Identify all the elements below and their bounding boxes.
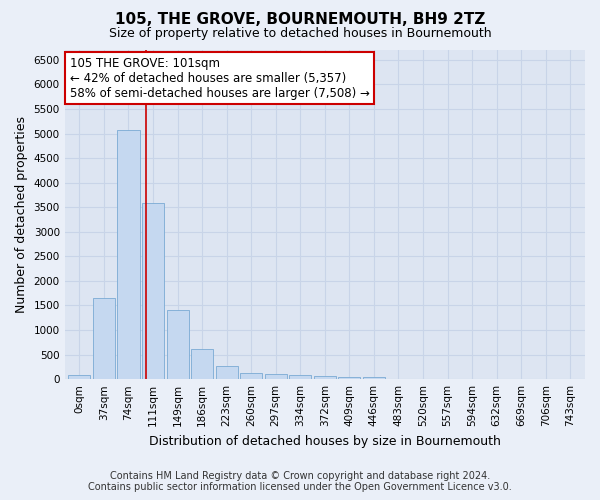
- Text: Size of property relative to detached houses in Bournemouth: Size of property relative to detached ho…: [109, 28, 491, 40]
- Text: 105 THE GROVE: 101sqm
← 42% of detached houses are smaller (5,357)
58% of semi-d: 105 THE GROVE: 101sqm ← 42% of detached …: [70, 56, 370, 100]
- Bar: [142, 204, 164, 379]
- Bar: [93, 298, 115, 379]
- X-axis label: Distribution of detached houses by size in Bournemouth: Distribution of detached houses by size …: [149, 434, 501, 448]
- Text: Contains HM Land Registry data © Crown copyright and database right 2024.
Contai: Contains HM Land Registry data © Crown c…: [88, 471, 512, 492]
- Bar: [314, 376, 336, 379]
- Text: 105, THE GROVE, BOURNEMOUTH, BH9 2TZ: 105, THE GROVE, BOURNEMOUTH, BH9 2TZ: [115, 12, 485, 28]
- Bar: [265, 374, 287, 379]
- Bar: [118, 130, 140, 379]
- Bar: [215, 366, 238, 379]
- Bar: [289, 376, 311, 379]
- Y-axis label: Number of detached properties: Number of detached properties: [15, 116, 28, 313]
- Bar: [191, 348, 213, 379]
- Bar: [363, 378, 385, 379]
- Bar: [240, 372, 262, 379]
- Bar: [68, 376, 91, 379]
- Bar: [338, 376, 361, 379]
- Bar: [167, 310, 188, 379]
